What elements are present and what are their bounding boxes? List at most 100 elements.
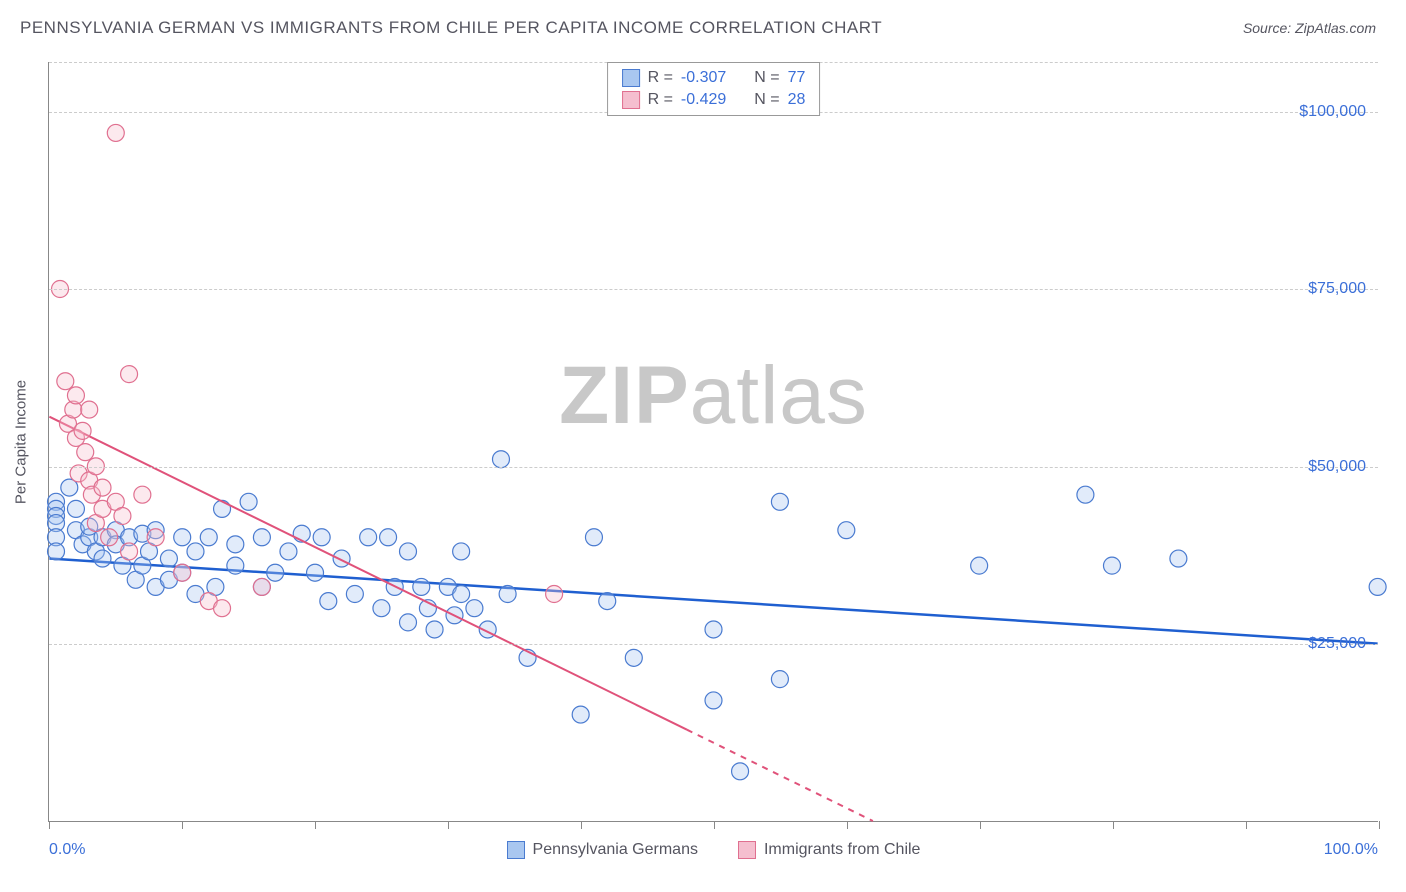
data-point [147, 529, 164, 546]
data-point [200, 529, 217, 546]
legend-swatch [738, 841, 756, 859]
r-label: R = [648, 69, 673, 87]
n-label: N = [754, 91, 779, 109]
data-point [1103, 557, 1120, 574]
legend-label: Immigrants from Chile [764, 841, 920, 859]
data-point [267, 564, 284, 581]
data-point [187, 543, 204, 560]
data-point [360, 529, 377, 546]
legend-swatch [507, 841, 525, 859]
stats-row: R = -0.307 N = 77 [622, 67, 806, 89]
data-point [94, 479, 111, 496]
data-point [838, 522, 855, 539]
data-point [572, 706, 589, 723]
y-tick-label: $75,000 [1308, 280, 1366, 298]
scatter-chart: ZIPatlas Per Capita Income R =-0.307N =7… [48, 62, 1378, 822]
x-tick [847, 821, 848, 829]
x-tick [714, 821, 715, 829]
data-point [74, 422, 91, 439]
gridline [49, 289, 1378, 290]
data-point [705, 692, 722, 709]
plot-area: ZIPatlas Per Capita Income R =-0.307N =7… [48, 62, 1378, 822]
data-point [380, 529, 397, 546]
data-point [57, 373, 74, 390]
data-point [174, 529, 191, 546]
data-point [546, 586, 563, 603]
r-value: -0.429 [681, 91, 726, 109]
x-tick [315, 821, 316, 829]
data-point [1369, 578, 1386, 595]
trendline-immigrants_from_chile [687, 730, 873, 821]
data-point [492, 451, 509, 468]
data-point [214, 500, 231, 517]
x-tick [1246, 821, 1247, 829]
data-point [94, 550, 111, 567]
gridline [49, 467, 1378, 468]
x-tick [1113, 821, 1114, 829]
data-point [101, 529, 118, 546]
data-point [971, 557, 988, 574]
data-point [160, 550, 177, 567]
data-point [134, 486, 151, 503]
legend-item: Immigrants from Chile [738, 841, 920, 859]
data-point [253, 529, 270, 546]
data-point [227, 536, 244, 553]
x-tick [980, 821, 981, 829]
data-point [67, 387, 84, 404]
data-point [121, 366, 138, 383]
gridline [49, 644, 1378, 645]
data-point [400, 614, 417, 631]
n-value: 77 [788, 69, 806, 87]
data-point [499, 586, 516, 603]
data-point [227, 557, 244, 574]
data-point [453, 586, 470, 603]
data-point [1077, 486, 1094, 503]
data-point [81, 401, 98, 418]
data-point [280, 543, 297, 560]
legend-swatch [622, 69, 640, 87]
data-point [346, 586, 363, 603]
y-tick-label: $50,000 [1308, 458, 1366, 476]
data-point [107, 124, 124, 141]
n-label: N = [754, 69, 779, 87]
data-point [599, 593, 616, 610]
data-point [625, 649, 642, 666]
y-axis-label: Per Capita Income [13, 379, 30, 503]
data-point [333, 550, 350, 567]
data-point [413, 578, 430, 595]
chart-title: PENNSYLVANIA GERMAN VS IMMIGRANTS FROM C… [20, 18, 882, 38]
n-value: 28 [788, 91, 806, 109]
data-point [453, 543, 470, 560]
correlation-stats-box: R = -0.307 N = 77 R = -0.429 N = 28 [607, 62, 821, 116]
data-point [67, 500, 84, 517]
legend-item: Pennsylvania Germans [507, 841, 698, 859]
data-point [400, 543, 417, 560]
r-label: R = [648, 91, 673, 109]
data-point [121, 543, 138, 560]
data-point [1170, 550, 1187, 567]
x-tick [1379, 821, 1380, 829]
data-point [114, 507, 131, 524]
r-value: -0.307 [681, 69, 726, 87]
data-point [253, 578, 270, 595]
x-tick [49, 821, 50, 829]
y-tick-label: $25,000 [1308, 635, 1366, 653]
data-point [373, 600, 390, 617]
legend-label: Pennsylvania Germans [533, 841, 698, 859]
x-tick [448, 821, 449, 829]
data-point [77, 444, 94, 461]
x-tick [581, 821, 582, 829]
y-tick-label: $100,000 [1299, 103, 1366, 121]
plot-svg [49, 62, 1378, 821]
data-point [771, 671, 788, 688]
source-attribution: Source: ZipAtlas.com [1243, 20, 1376, 36]
data-point [240, 493, 257, 510]
data-point [307, 564, 324, 581]
series-legend: Pennsylvania Germans Immigrants from Chil… [49, 841, 1378, 859]
legend-swatch [622, 91, 640, 109]
data-point [705, 621, 722, 638]
data-point [320, 593, 337, 610]
data-point [48, 543, 65, 560]
data-point [732, 763, 749, 780]
stats-row: R = -0.429 N = 28 [622, 89, 806, 111]
